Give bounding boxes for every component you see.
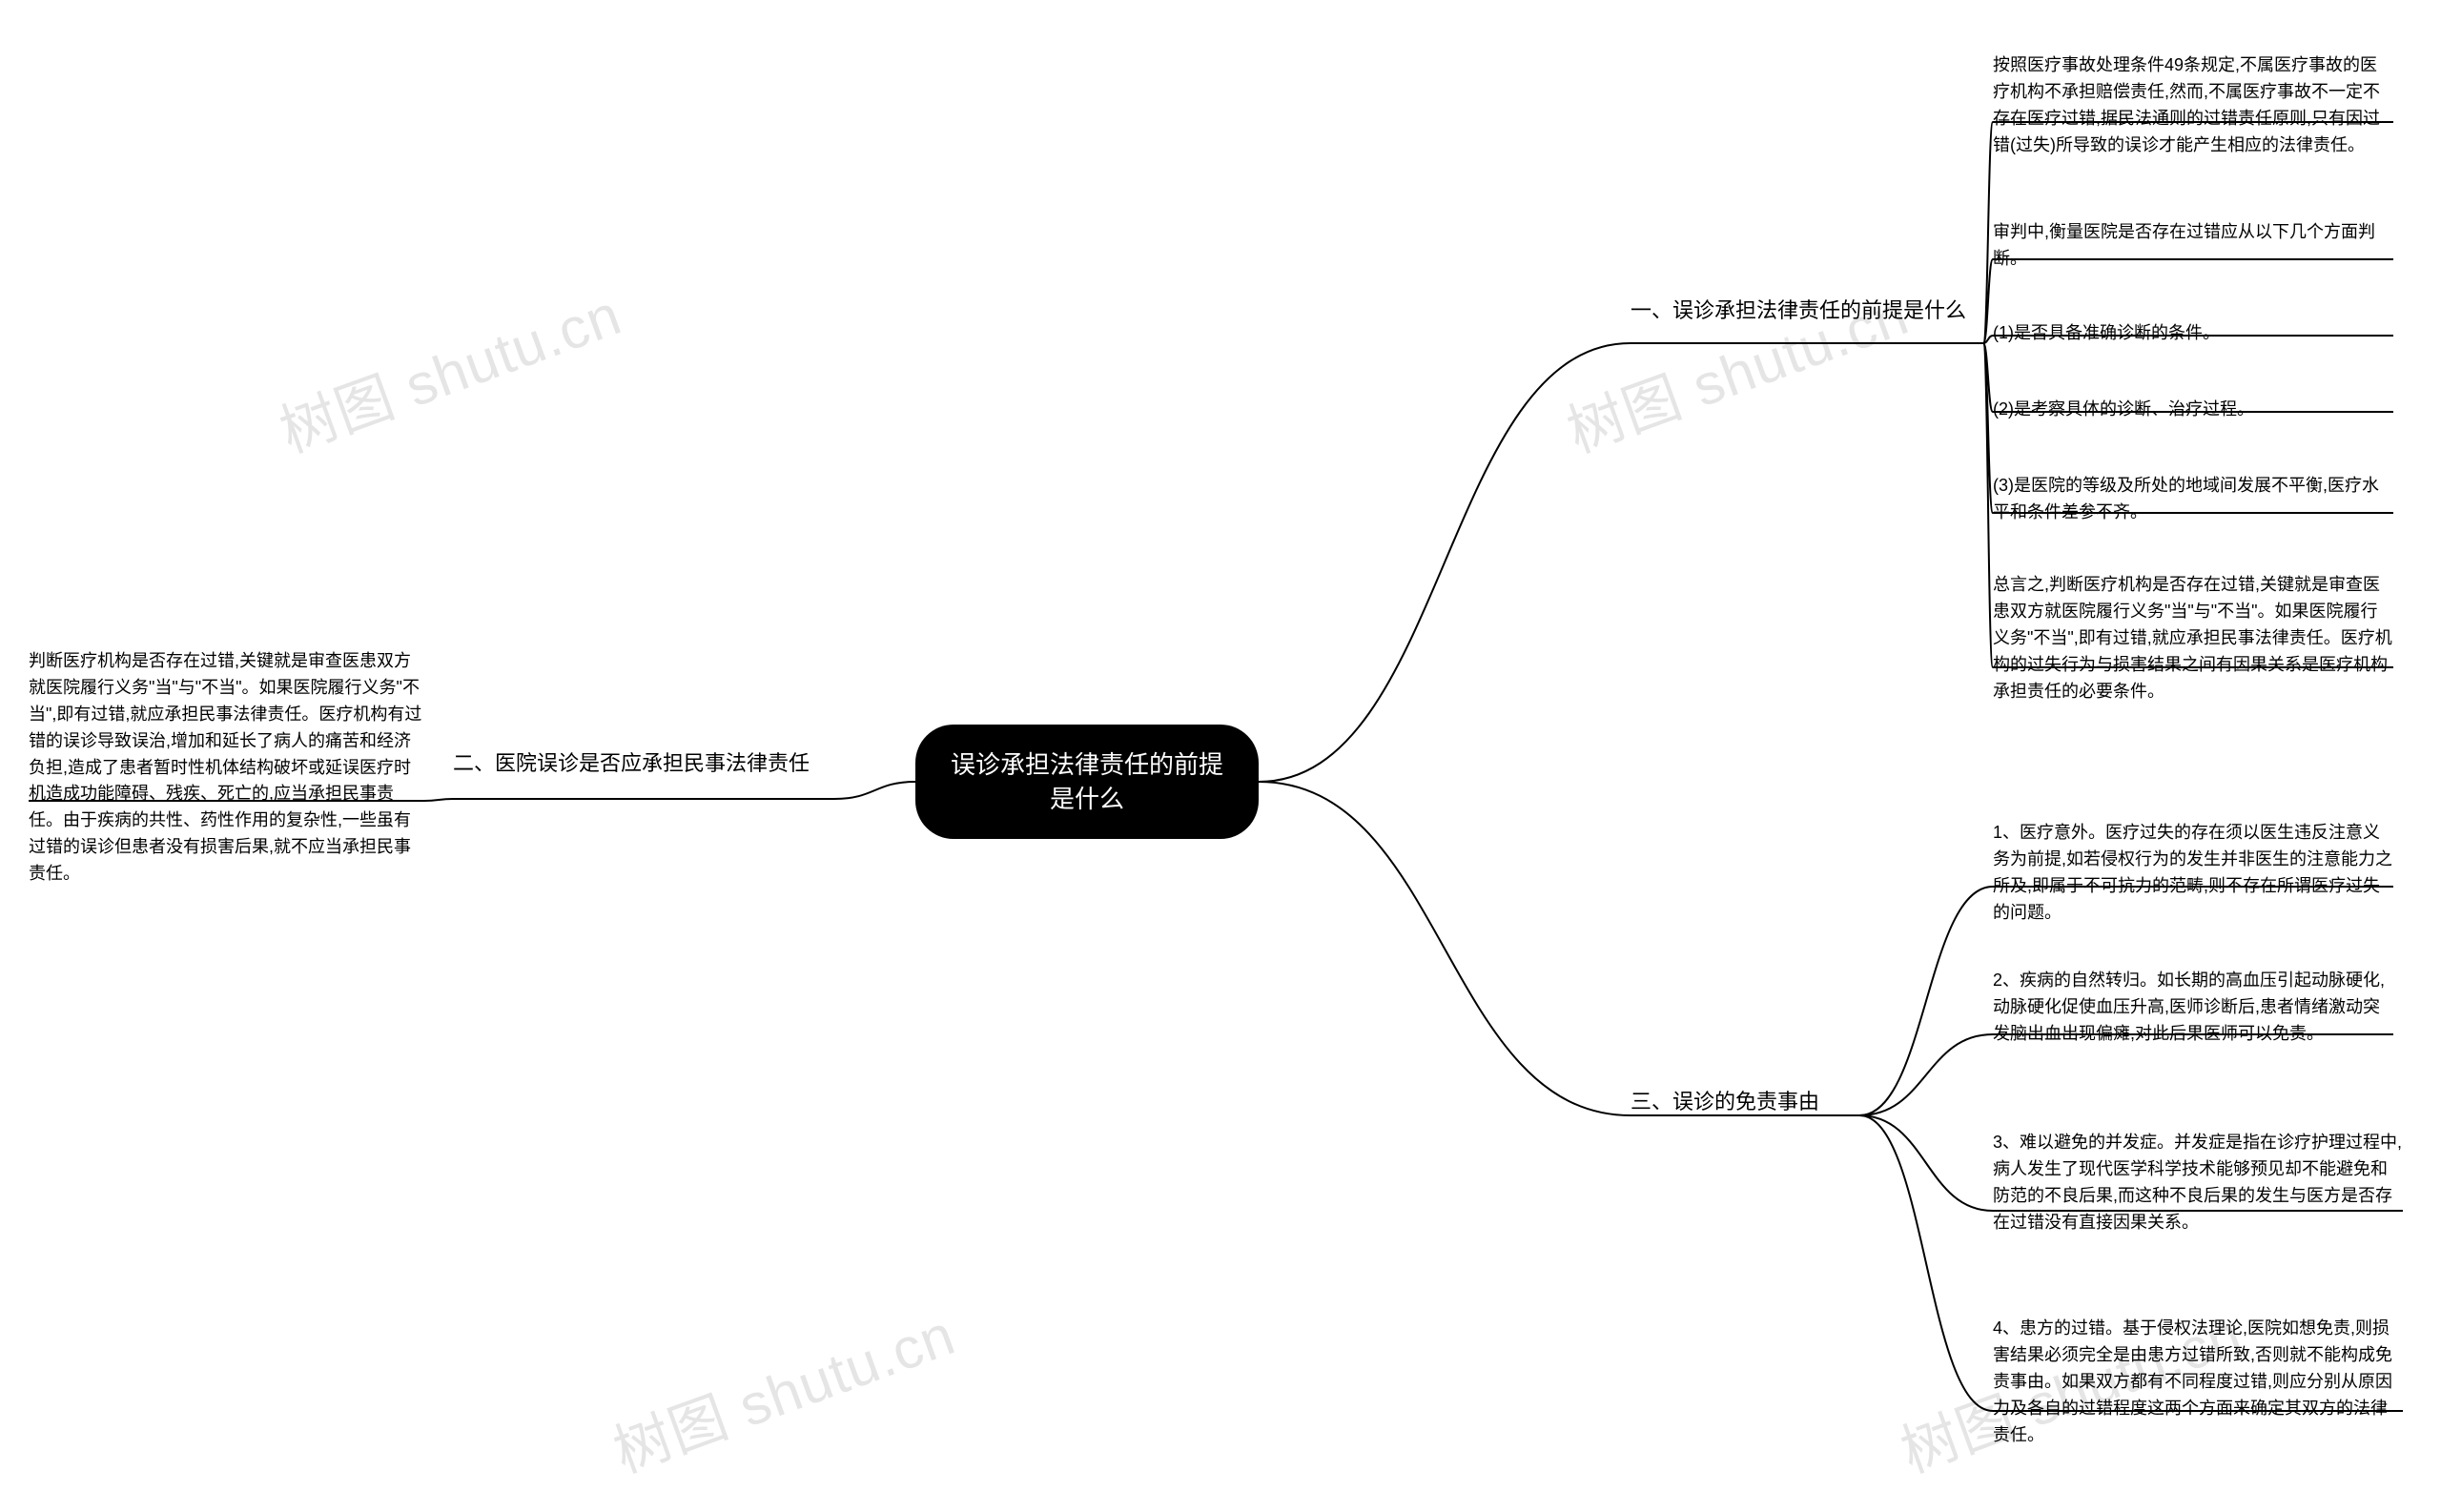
branch-1: 一、误诊承担法律责任的前提是什么 xyxy=(1631,296,1983,326)
branch-3-leaf-3: 3、难以避免的并发症。并发症是指在诊疗护理过程中,病人发生了现代医学科学技术能够… xyxy=(1993,1130,2403,1236)
branch-3-leaf-1: 1、医疗意外。医疗过失的存在须以医生违反注意义务为前提,如若侵权行为的发生并非医… xyxy=(1993,820,2393,927)
branch-2-leaf-1: 判断医疗机构是否存在过错,关键就是审查医患双方就医院履行义务"当"与"不当"。如… xyxy=(29,648,424,888)
branch-1-leaf-3: (1)是否具备准确诊断的条件。 xyxy=(1993,320,2393,347)
branch-1-leaf-4: (2)是考察具体的诊断、治疗过程。 xyxy=(1993,397,2393,423)
branch-3: 三、误诊的免责事由 xyxy=(1631,1087,1859,1117)
branch-1-leaf-2: 审判中,衡量医院是否存在过错应从以下几个方面判断。 xyxy=(1993,219,2393,273)
branch-3-leaf-2: 2、疾病的自然转归。如长期的高血压引起动脉硬化,动脉硬化促使血压升高,医师诊断后… xyxy=(1993,968,2393,1048)
branch-2: 二、医院误诊是否应承担民事法律责任 xyxy=(453,748,834,779)
branch-3-leaf-4: 4、患方的过错。基于侵权法理论,医院如想免责,则损害结果必须完全是由患方过错所致… xyxy=(1993,1316,2403,1448)
branch-1-leaf-6: 总言之,判断医疗机构是否存在过错,关键就是审查医患双方就医院履行义务"当"与"不… xyxy=(1993,572,2393,705)
branch-1-leaf-5: (3)是医院的等级及所处的地域间发展不平衡,医疗水平和条件差参不齐。 xyxy=(1993,473,2393,526)
center-node: 误诊承担法律责任的前提是什么 xyxy=(915,725,1259,839)
branch-1-leaf-1: 按照医疗事故处理条件49条规定,不属医疗事故的医疗机构不承担赔偿责任,然而,不属… xyxy=(1993,52,2393,159)
